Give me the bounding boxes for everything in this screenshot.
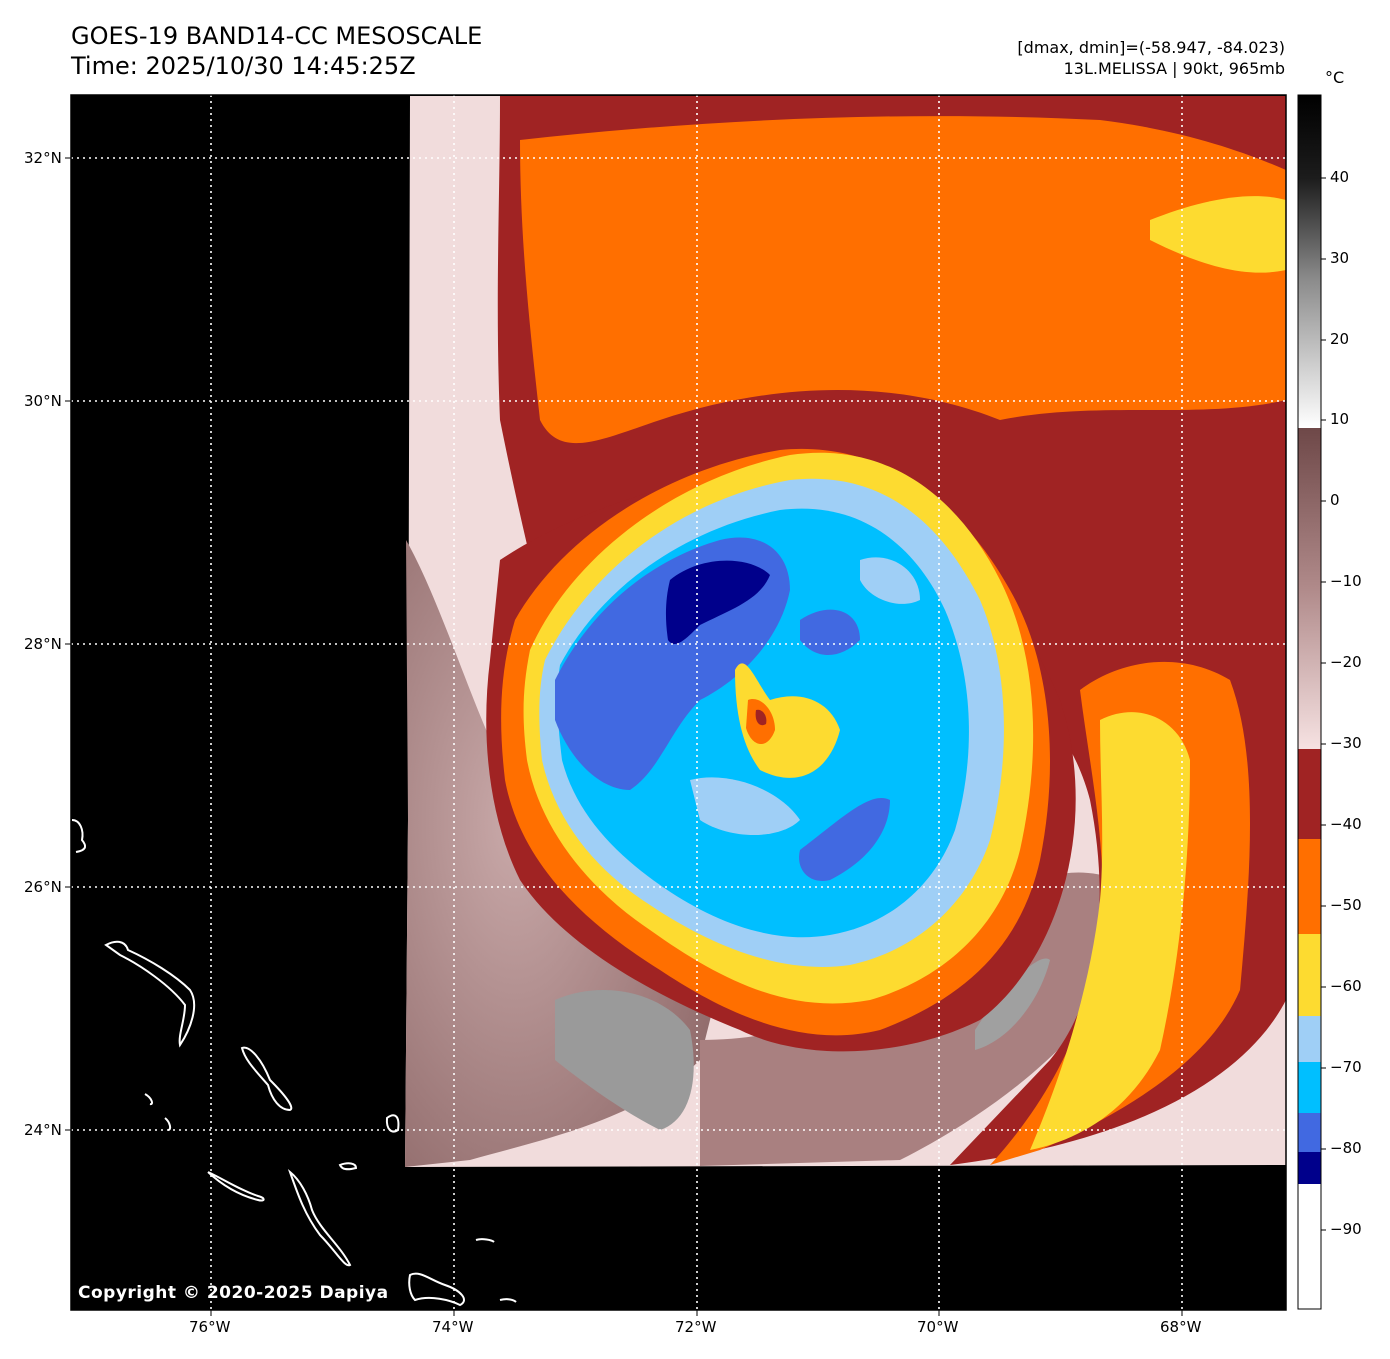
colorbar-gold bbox=[1298, 934, 1321, 1016]
lat-label: 30°N bbox=[24, 392, 62, 410]
colorbar-tick-label: 30 bbox=[1330, 249, 1350, 267]
lat-label: 28°N bbox=[24, 635, 62, 653]
colorbar-tick-label: 40 bbox=[1330, 168, 1350, 186]
colorbar-tick-label: −10 bbox=[1330, 572, 1362, 590]
band-yellow-east bbox=[1030, 712, 1190, 1150]
band-orange bbox=[520, 116, 1286, 444]
band-royal-blue bbox=[799, 798, 890, 881]
clear-patch bbox=[975, 958, 1050, 1050]
colorbar-royal-blue bbox=[1298, 1113, 1321, 1152]
lon-label: 74°W bbox=[432, 1318, 474, 1336]
coastline-island-small bbox=[499, 1298, 517, 1303]
clear-patch bbox=[555, 990, 694, 1130]
coastline-long-island bbox=[287, 1169, 352, 1267]
coastline-island-small bbox=[338, 1162, 358, 1171]
coastline-exuma bbox=[207, 1171, 265, 1202]
eye-feature-center bbox=[755, 709, 767, 726]
lat-label: 24°N bbox=[24, 1121, 62, 1139]
colorbar-tick-label: 20 bbox=[1330, 330, 1350, 348]
band-navy bbox=[665, 560, 770, 645]
band-light-blue-inner bbox=[860, 557, 920, 604]
colorbar-unit: °C bbox=[1325, 68, 1345, 87]
graticule bbox=[71, 95, 1286, 1310]
storm-info: 13L.MELISSA | 90kt, 965mb bbox=[1063, 59, 1285, 78]
coastline-island-small bbox=[475, 1238, 495, 1243]
satellite-imagery bbox=[405, 96, 1286, 1167]
colorbar-brown bbox=[1298, 428, 1321, 749]
lat-label: 26°N bbox=[24, 878, 62, 896]
coastline-acklins bbox=[408, 1272, 465, 1307]
colorbar bbox=[1297, 94, 1326, 1310]
colorbar-tick-label: −30 bbox=[1330, 734, 1362, 752]
colorbar-light-blue bbox=[1298, 1016, 1321, 1062]
timestamp-title: Time: 2025/10/30 14:45:25Z bbox=[71, 52, 416, 80]
lon-label: 72°W bbox=[675, 1318, 717, 1336]
copyright-notice: Copyright © 2020-2025 Dapiya bbox=[78, 1283, 389, 1303]
colorbar-deep-blue bbox=[1298, 1062, 1321, 1113]
coastline-island-small bbox=[144, 1093, 154, 1106]
lon-label: 68°W bbox=[1160, 1318, 1202, 1336]
coastline-cat-island bbox=[240, 1046, 293, 1112]
band-yellow-ne bbox=[1150, 196, 1286, 273]
eye-feature bbox=[735, 663, 840, 778]
coastline-andros bbox=[71, 819, 87, 853]
colorbar-tick-label: −90 bbox=[1330, 1220, 1362, 1238]
map-frame bbox=[70, 94, 1287, 1311]
lon-label: 70°W bbox=[917, 1318, 959, 1336]
colorbar-tick-label: 10 bbox=[1330, 410, 1350, 428]
coastline-island-small bbox=[385, 1114, 400, 1133]
colorbar-warm-gray bbox=[1298, 95, 1321, 428]
axis-ticks bbox=[65, 157, 1183, 1316]
colorbar-navy bbox=[1298, 1152, 1321, 1184]
coastline-eleuthera bbox=[104, 940, 196, 1048]
colorbar-tick-label: −20 bbox=[1330, 653, 1362, 671]
colorbar-dark-red bbox=[1298, 749, 1321, 839]
colorbar-tick-label: −70 bbox=[1330, 1058, 1362, 1076]
colorbar-frame bbox=[1297, 94, 1322, 1310]
band-light-blue-inner bbox=[690, 777, 800, 835]
lat-label: 32°N bbox=[24, 149, 62, 167]
colorbar-orange bbox=[1298, 839, 1321, 934]
product-title: GOES-19 BAND14-CC MESOSCALE bbox=[71, 22, 483, 50]
temperature-range-info: [dmax, dmin]=(-58.947, -84.023) bbox=[1017, 38, 1285, 57]
coastlines bbox=[71, 819, 517, 1307]
colorbar-tick-label: −60 bbox=[1330, 977, 1362, 995]
colorbar-tick-label: −40 bbox=[1330, 815, 1362, 833]
colorbar-tick-label: −50 bbox=[1330, 896, 1362, 914]
colorbar-tick-label: 0 bbox=[1330, 491, 1340, 509]
colorbar-white bbox=[1298, 1184, 1321, 1309]
lon-label: 76°W bbox=[189, 1318, 231, 1336]
colorbar-tick-label: −80 bbox=[1330, 1139, 1362, 1157]
